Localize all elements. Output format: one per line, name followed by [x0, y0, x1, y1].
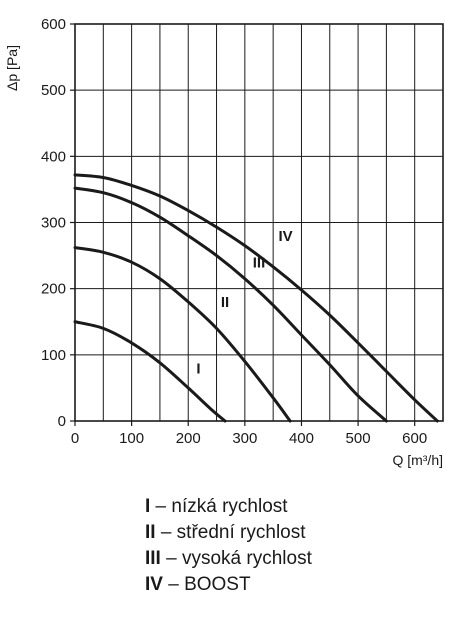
y-tick-label: 600	[41, 16, 66, 33]
legend-key: III	[145, 548, 161, 569]
y-tick-label: 0	[58, 413, 66, 430]
legend-text: – nízká rychlost	[150, 496, 288, 517]
legend-text: – BOOST	[162, 574, 251, 595]
x-tick-label: 400	[289, 430, 314, 447]
x-axis-title: Q [m³/h]	[392, 452, 443, 468]
y-tick-label: 100	[41, 347, 66, 364]
legend: I – nízká rychlost II – střední rychlost…	[145, 494, 312, 598]
grid	[74, 23, 444, 422]
tick-labels: 0 100 200 300 400 500 600 0 100 200 300 400 500 600	[41, 16, 427, 447]
legend-item-IV: IV – BOOST	[145, 572, 312, 598]
x-tick-label: 600	[402, 430, 427, 447]
legend-text: – vysoká rychlost	[160, 548, 312, 569]
x-tick-label: 200	[176, 430, 201, 447]
y-tick-label: 400	[41, 148, 66, 165]
curves	[73, 173, 439, 423]
x-tick-label: 0	[71, 430, 79, 447]
x-tick-label: 500	[346, 430, 371, 447]
curve-label-III: III	[253, 254, 266, 271]
curve-label-IV: IV	[279, 228, 293, 245]
y-tick-label: 500	[41, 82, 66, 99]
curve-II	[73, 246, 292, 423]
legend-item-III: III – vysoká rychlost	[145, 546, 312, 572]
legend-text: – střední rychlost	[155, 522, 306, 543]
curve-label-II: II	[221, 294, 229, 311]
curve-III	[73, 186, 388, 423]
legend-key: II	[145, 522, 156, 543]
x-tick-label: 300	[232, 430, 257, 447]
legend-key: IV	[145, 574, 163, 595]
curve-label-I: I	[196, 360, 200, 377]
curve-I	[73, 320, 227, 423]
legend-item-II: II – střední rychlost	[145, 520, 312, 546]
curve-IV	[73, 173, 439, 423]
x-tick-label: 100	[119, 430, 144, 447]
legend-item-I: I – nízká rychlost	[145, 494, 312, 520]
legend-key: I	[145, 496, 151, 517]
y-tick-label: 200	[41, 281, 66, 298]
y-tick-label: 300	[41, 215, 66, 232]
axes	[70, 23, 444, 426]
y-axis-title: Δp [Pa]	[4, 45, 20, 91]
